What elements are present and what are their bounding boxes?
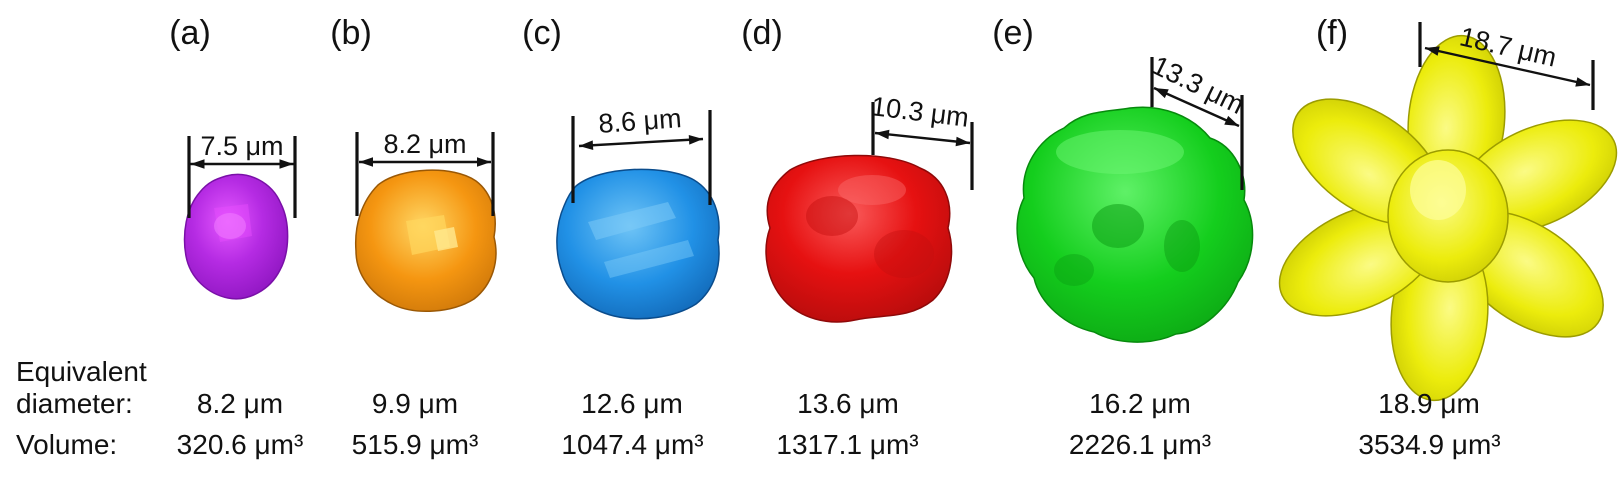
dimension-label-b: 8.2 μm	[383, 129, 467, 159]
particle-render-e	[1016, 106, 1254, 343]
particle-render-f	[1278, 34, 1618, 402]
panel-label-c: (c)	[522, 14, 562, 52]
dimension-arrow-e	[1150, 57, 1244, 190]
volume-value-a: 320.6 μm³	[176, 429, 304, 460]
volume-value-e: 2226.1 μm³	[1068, 429, 1212, 460]
dimension-arrow-a	[187, 136, 297, 218]
equivalent-diameter-value-c: 12.6 μm	[581, 388, 683, 419]
volume-value-b: 515.9 μm³	[351, 429, 479, 460]
dimension-label-a: 7.5 μm	[200, 131, 284, 161]
dimension-arrow-b	[355, 132, 495, 216]
equivalent-diameter-value-f: 18.9 μm	[1378, 388, 1480, 419]
row-label-volume: Volume:	[16, 429, 118, 460]
dimension-arrow-c	[571, 110, 712, 205]
equivalent-diameter-value-a: 8.2 μm	[196, 388, 284, 419]
particle-render-c	[556, 168, 720, 320]
row-label-equivalent-line2: diameter:	[16, 388, 133, 419]
row-label-equivalent-line1: Equivalent	[16, 356, 147, 387]
panel-label-d: (d)	[741, 14, 783, 52]
volume-value-f: 3534.9 μm³	[1358, 429, 1501, 460]
volume-value-c: 1047.4 μm³	[561, 429, 704, 460]
panel-label-a: (a)	[169, 14, 211, 52]
panel-label-e: (e)	[992, 14, 1034, 52]
equivalent-diameter-value-d: 13.6 μm	[797, 388, 899, 419]
equivalent-diameter-value-b: 9.9 μm	[371, 388, 459, 419]
volume-value-d: 1317.1 μm³	[776, 429, 919, 460]
dimension-arrow-d	[871, 102, 974, 190]
particle-render-d	[765, 154, 953, 323]
particle-render-b	[354, 169, 497, 312]
particle-render-a	[183, 173, 289, 300]
panel-label-b: (b)	[330, 14, 372, 52]
equivalent-diameter-value-e: 16.2 μm	[1089, 388, 1191, 419]
dimension-arrow-f	[1418, 22, 1595, 110]
panel-label-f: (f)	[1315, 14, 1349, 52]
